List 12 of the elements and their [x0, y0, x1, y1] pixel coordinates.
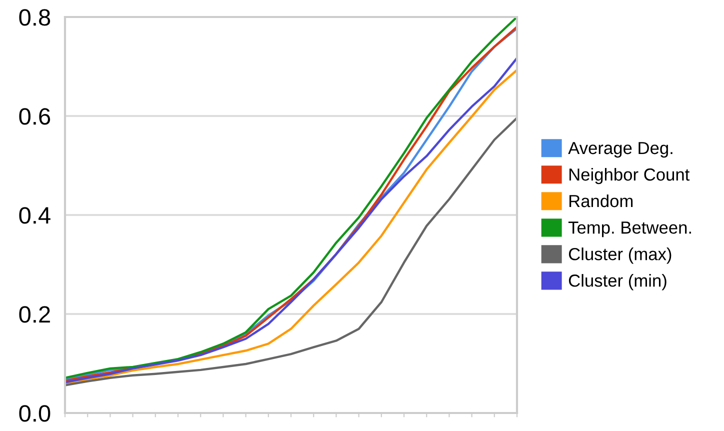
- y-tick-label: 0.6: [19, 108, 50, 125]
- legend-label: Temp. Between.: [568, 222, 691, 238]
- legend-label: Random: [569, 194, 633, 208]
- legend-label: Average Deg.: [568, 142, 672, 158]
- y-tick-label: 0.8: [19, 9, 50, 26]
- legend-label: Cluster (min): [568, 274, 666, 290]
- y-tick-label: 0.0: [19, 405, 50, 422]
- y-tick-label: 0.2: [19, 306, 50, 323]
- legend-label: Neighbor Count: [569, 168, 690, 184]
- y-tick-label: 0.4: [19, 207, 50, 224]
- legend-label: Cluster (max): [568, 248, 672, 264]
- line-series: [65, 116, 517, 386]
